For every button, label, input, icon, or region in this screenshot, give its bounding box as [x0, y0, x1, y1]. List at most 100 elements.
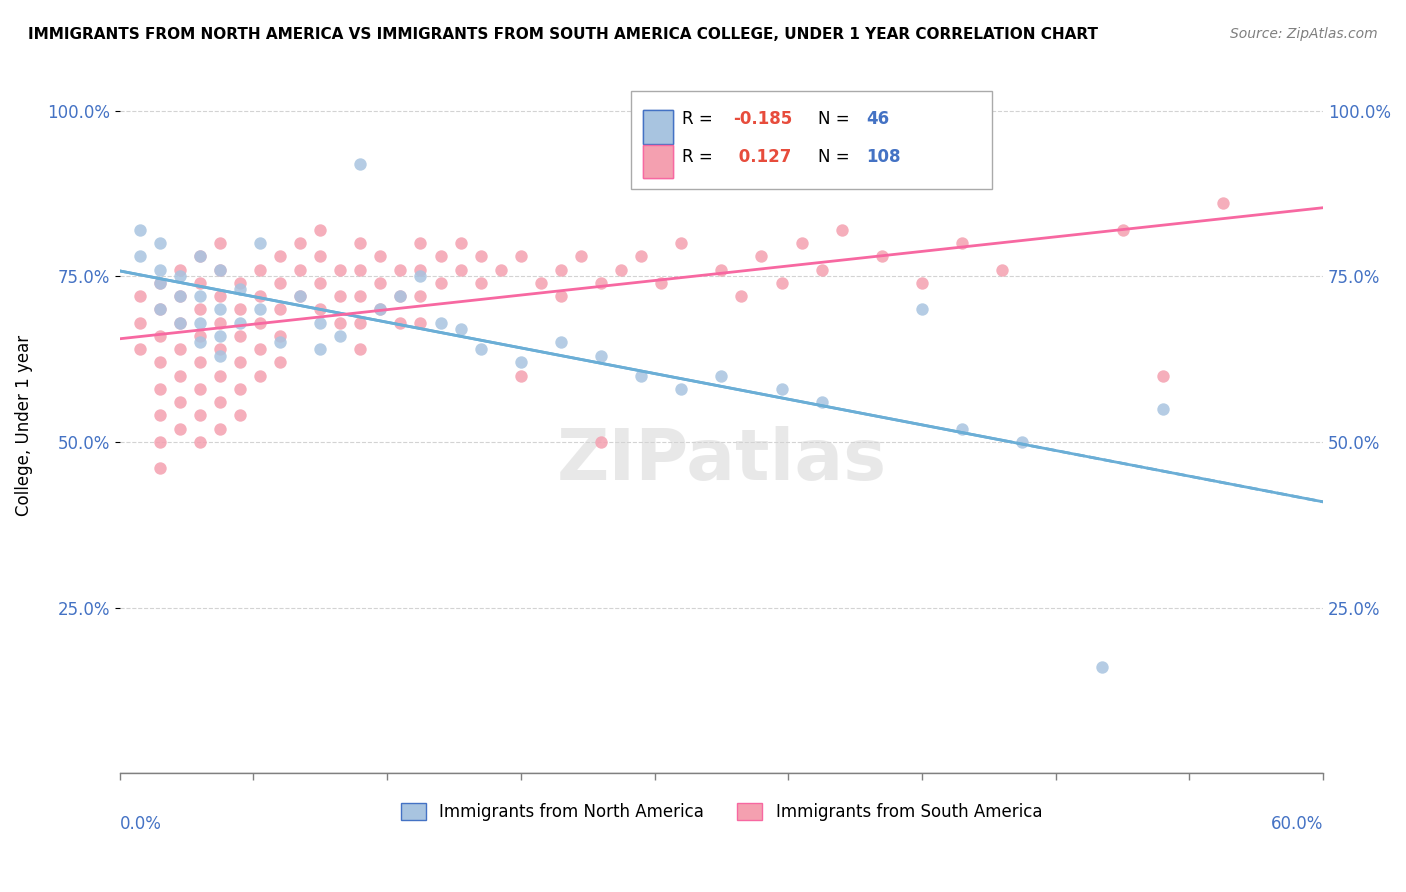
Point [229, 302, 252, 317]
Point [149, 434, 172, 449]
Point [450, 322, 472, 336]
Text: 108: 108 [866, 148, 900, 167]
Text: N =: N = [818, 111, 855, 128]
Point [550, 335, 572, 350]
Point [710, 262, 733, 277]
Point [249, 368, 271, 383]
Point [229, 382, 252, 396]
Point [309, 342, 332, 356]
Point [169, 289, 191, 303]
Point [208, 329, 231, 343]
Point [470, 249, 492, 263]
Point [128, 342, 150, 356]
Point [208, 316, 231, 330]
Point [149, 302, 172, 317]
Point [429, 276, 451, 290]
Point [630, 368, 652, 383]
Point [810, 262, 832, 277]
Point [188, 409, 211, 423]
Point [509, 249, 531, 263]
Point [288, 289, 311, 303]
Point [911, 276, 934, 290]
Point [409, 269, 432, 284]
Point [269, 355, 291, 369]
Point [389, 289, 412, 303]
Point [329, 262, 352, 277]
Point [128, 289, 150, 303]
Point [309, 276, 332, 290]
Point [389, 289, 412, 303]
Point [208, 368, 231, 383]
Point [208, 422, 231, 436]
Point [229, 276, 252, 290]
Point [671, 236, 693, 251]
Point [149, 276, 172, 290]
Point [269, 276, 291, 290]
Point [389, 262, 412, 277]
Text: 0.127: 0.127 [734, 148, 792, 167]
Point [309, 316, 332, 330]
Point [329, 289, 352, 303]
Point [610, 262, 633, 277]
Y-axis label: College, Under 1 year: College, Under 1 year [15, 334, 32, 516]
Text: 60.0%: 60.0% [1271, 815, 1323, 833]
FancyBboxPatch shape [631, 91, 993, 189]
Point [991, 262, 1014, 277]
Point [249, 236, 271, 251]
Point [1152, 368, 1174, 383]
Point [309, 302, 332, 317]
Point [509, 368, 531, 383]
Point [208, 395, 231, 409]
Point [269, 302, 291, 317]
Point [269, 335, 291, 350]
Point [550, 262, 572, 277]
Point [188, 302, 211, 317]
Point [169, 316, 191, 330]
Point [128, 316, 150, 330]
Point [751, 249, 773, 263]
Point [349, 156, 371, 170]
Text: -0.185: -0.185 [734, 111, 793, 128]
Point [188, 329, 211, 343]
Point [450, 236, 472, 251]
FancyBboxPatch shape [643, 110, 673, 144]
Point [710, 368, 733, 383]
Point [269, 329, 291, 343]
Point [671, 382, 693, 396]
Point [288, 289, 311, 303]
Point [349, 289, 371, 303]
Point [208, 342, 231, 356]
Point [188, 355, 211, 369]
Point [169, 262, 191, 277]
Point [208, 349, 231, 363]
Point [149, 236, 172, 251]
Point [169, 269, 191, 284]
Point [208, 236, 231, 251]
Text: 0.0%: 0.0% [120, 815, 162, 833]
Point [810, 395, 832, 409]
Point [309, 223, 332, 237]
Point [349, 342, 371, 356]
Point [188, 289, 211, 303]
Point [770, 276, 793, 290]
Point [208, 289, 231, 303]
Point [630, 249, 652, 263]
Point [149, 382, 172, 396]
Point [370, 302, 392, 317]
Point [489, 262, 512, 277]
Point [188, 316, 211, 330]
Point [188, 382, 211, 396]
Point [269, 249, 291, 263]
Point [149, 329, 172, 343]
Point [169, 395, 191, 409]
Legend: Immigrants from North America, Immigrants from South America: Immigrants from North America, Immigrant… [394, 796, 1049, 828]
Point [188, 335, 211, 350]
Point [349, 262, 371, 277]
Point [1111, 223, 1133, 237]
Point [370, 249, 392, 263]
Point [208, 262, 231, 277]
Point [409, 289, 432, 303]
Point [229, 409, 252, 423]
Point [149, 355, 172, 369]
Text: R =: R = [682, 148, 717, 167]
